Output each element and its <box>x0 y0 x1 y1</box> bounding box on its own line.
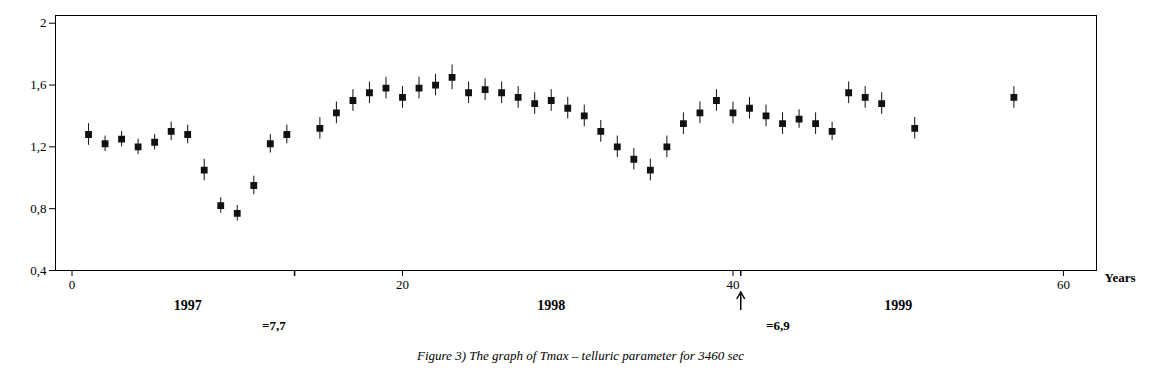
svg-text:=7,7: =7,7 <box>262 318 286 333</box>
svg-text:20: 20 <box>396 277 409 292</box>
svg-text:2: 2 <box>40 15 47 30</box>
svg-text:0,4: 0,4 <box>30 263 47 278</box>
svg-text:1999: 1999 <box>884 298 912 313</box>
svg-text:1998: 1998 <box>537 298 565 313</box>
svg-text:=6,9: =6,9 <box>766 318 790 333</box>
svg-text:1997: 1997 <box>174 298 202 313</box>
svg-text:40: 40 <box>726 277 739 292</box>
svg-text:Years: Years <box>1105 270 1136 285</box>
svg-text:0,8: 0,8 <box>30 201 46 216</box>
html-text:Figure 3) The graph of Tmax –: Figure 3) The graph of Tmax – telluric p… <box>417 348 744 363</box>
svg-text:60: 60 <box>1057 277 1070 292</box>
svg-text:0: 0 <box>69 277 76 292</box>
svg-text:1,2: 1,2 <box>30 139 46 154</box>
svg-text:1,6: 1,6 <box>30 77 47 92</box>
